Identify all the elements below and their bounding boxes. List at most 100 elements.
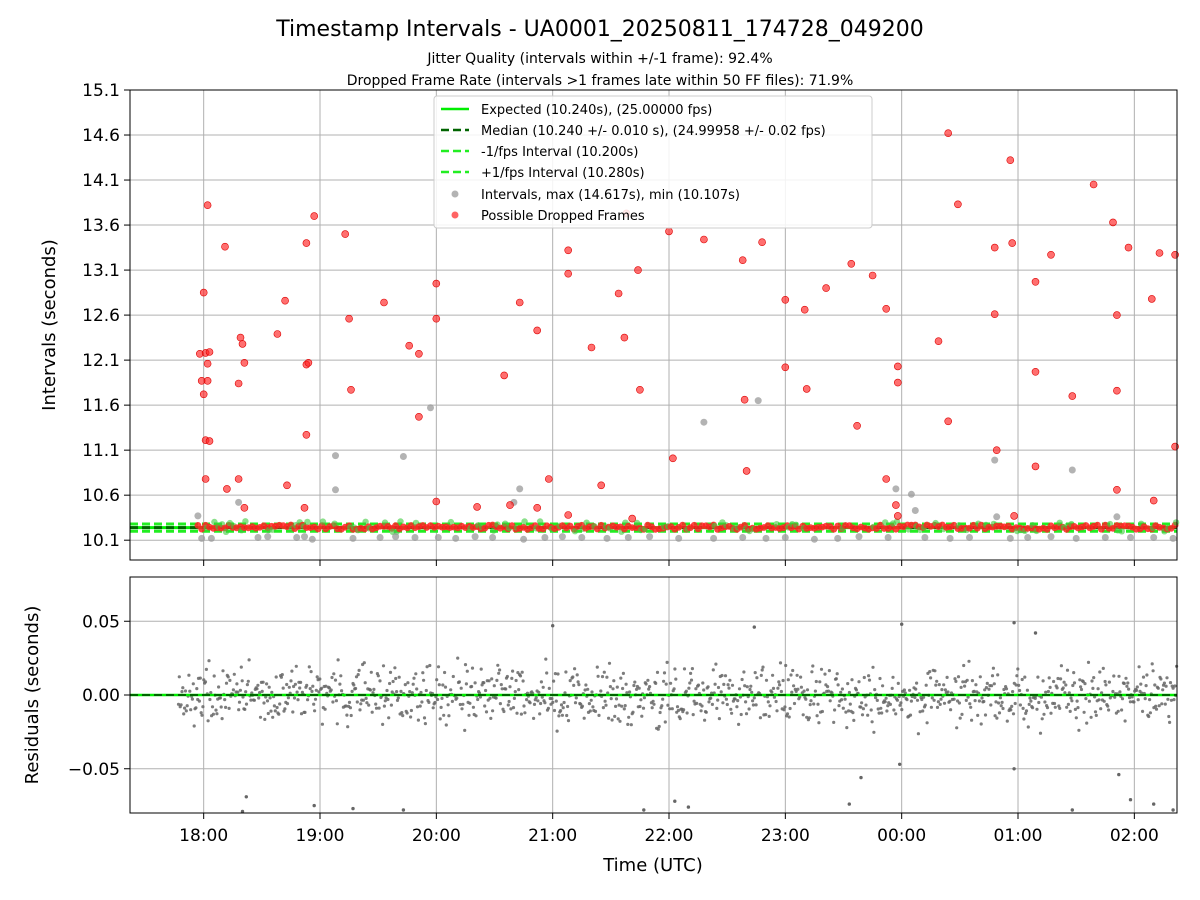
residual-cloud-point (1052, 679, 1056, 684)
residual-cloud-point (498, 702, 502, 706)
residual-cloud-point (843, 697, 847, 701)
residual-cloud-point (925, 721, 929, 725)
interval-point (411, 534, 419, 541)
residual-cloud-point (631, 710, 635, 714)
residual-cloud-point (884, 696, 888, 700)
residual-cloud-point (273, 709, 277, 713)
interval-band-point (571, 528, 579, 535)
residual-cloud-point (689, 671, 693, 676)
residual-cloud-point (1154, 707, 1159, 711)
residual-cloud-point (1026, 725, 1030, 729)
dropped-frame-point (669, 454, 677, 463)
residual-cloud-point (215, 712, 219, 716)
residual-cloud-point (267, 685, 271, 689)
residual-cloud-point (977, 699, 982, 703)
residual-cloud-point (654, 681, 658, 686)
residual-cloud-point (1027, 702, 1031, 707)
residual-cloud-point (764, 713, 768, 717)
residual-cloud-point (285, 702, 290, 706)
residual-cloud-point (952, 697, 956, 701)
residual-cloud-point (830, 691, 834, 695)
residual-cloud-point (433, 700, 437, 705)
residual-cloud-point (1120, 708, 1124, 712)
residual-cloud-point (446, 703, 450, 707)
residual-cloud-point (804, 697, 808, 701)
residual-cloud-point (372, 687, 376, 692)
residual-cloud-point (854, 688, 859, 692)
residual-cloud-point (280, 673, 284, 677)
interval-point (301, 533, 308, 541)
residual-cloud-point (489, 716, 493, 721)
interval-band-point (362, 518, 369, 525)
residual-cloud-point (281, 686, 285, 690)
residual-cloud-point (1044, 690, 1048, 694)
residual-cloud-point (749, 684, 753, 688)
residual-cloud-point (1151, 669, 1155, 673)
residual-cloud-point (331, 700, 335, 704)
residual-cloud-point (1147, 714, 1151, 719)
residual-cloud-point (422, 716, 427, 720)
dropped-frame-point (238, 340, 247, 348)
residual-cloud-point (374, 702, 378, 706)
residual-outlier-point (240, 809, 245, 814)
residual-cloud-point (1167, 714, 1171, 719)
residual-cloud-point (722, 682, 726, 687)
residual-cloud-point (1113, 695, 1117, 699)
residual-cloud-point (1011, 712, 1016, 716)
residual-cloud-point (1073, 707, 1077, 712)
residual-cloud-point (271, 715, 275, 719)
residual-cloud-point (881, 684, 885, 688)
residual-cloud-point (311, 684, 315, 688)
dropped-frame-point (205, 437, 214, 445)
residual-cloud-point (401, 714, 405, 718)
residual-cloud-point (720, 673, 724, 678)
residual-cloud-point (400, 711, 404, 715)
residual-cloud-point (678, 717, 682, 721)
residual-cloud-point (552, 708, 557, 713)
residual-cloud-point (899, 701, 903, 705)
residual-cloud-point (447, 714, 451, 718)
residual-cloud-point (346, 725, 350, 729)
residual-cloud-point (270, 690, 274, 694)
interval-point (892, 485, 900, 493)
residual-cloud-point (730, 683, 735, 687)
residual-cloud-point (1082, 710, 1086, 714)
residual-outlier-point (312, 803, 316, 808)
dropped-frame-point (800, 305, 809, 314)
residual-cloud-point (1068, 709, 1072, 714)
dropped-frame-point (432, 314, 441, 323)
residual-cloud-point (792, 684, 796, 688)
residual-cloud-point (621, 686, 625, 691)
residual-cloud-point (1075, 699, 1079, 703)
residual-cloud-point (397, 675, 401, 679)
residual-cloud-point (473, 681, 477, 685)
residual-cloud-point (834, 677, 838, 681)
residual-cloud-point (935, 705, 940, 710)
residual-cloud-point (588, 709, 592, 713)
interval-point (541, 534, 549, 541)
residual-cloud-point (367, 703, 371, 707)
residual-outlier-point (1152, 802, 1156, 806)
residual-cloud-point (809, 699, 813, 703)
residual-cloud-point (211, 712, 215, 716)
residual-cloud-point (682, 708, 686, 712)
residual-cloud-point (323, 707, 327, 711)
residual-cloud-point (607, 716, 611, 720)
residual-cloud-point (428, 663, 432, 668)
residual-cloud-point (350, 689, 354, 694)
residual-cloud-point (628, 690, 632, 694)
residual-cloud-point (694, 687, 698, 691)
residual-cloud-point (412, 676, 416, 680)
residual-cloud-point (191, 682, 195, 686)
interval-point (332, 452, 339, 460)
residual-cloud-point (487, 679, 491, 683)
residual-cloud-point (1049, 711, 1053, 715)
interval-band-point (211, 518, 218, 526)
residual-cloud-point (847, 690, 852, 695)
interval-point (434, 534, 442, 541)
residual-cloud-point (751, 703, 756, 707)
residual-cloud-point (559, 709, 563, 713)
residual-cloud-point (1010, 704, 1014, 709)
residual-cloud-point (1101, 666, 1105, 671)
residual-cloud-point (782, 708, 786, 712)
